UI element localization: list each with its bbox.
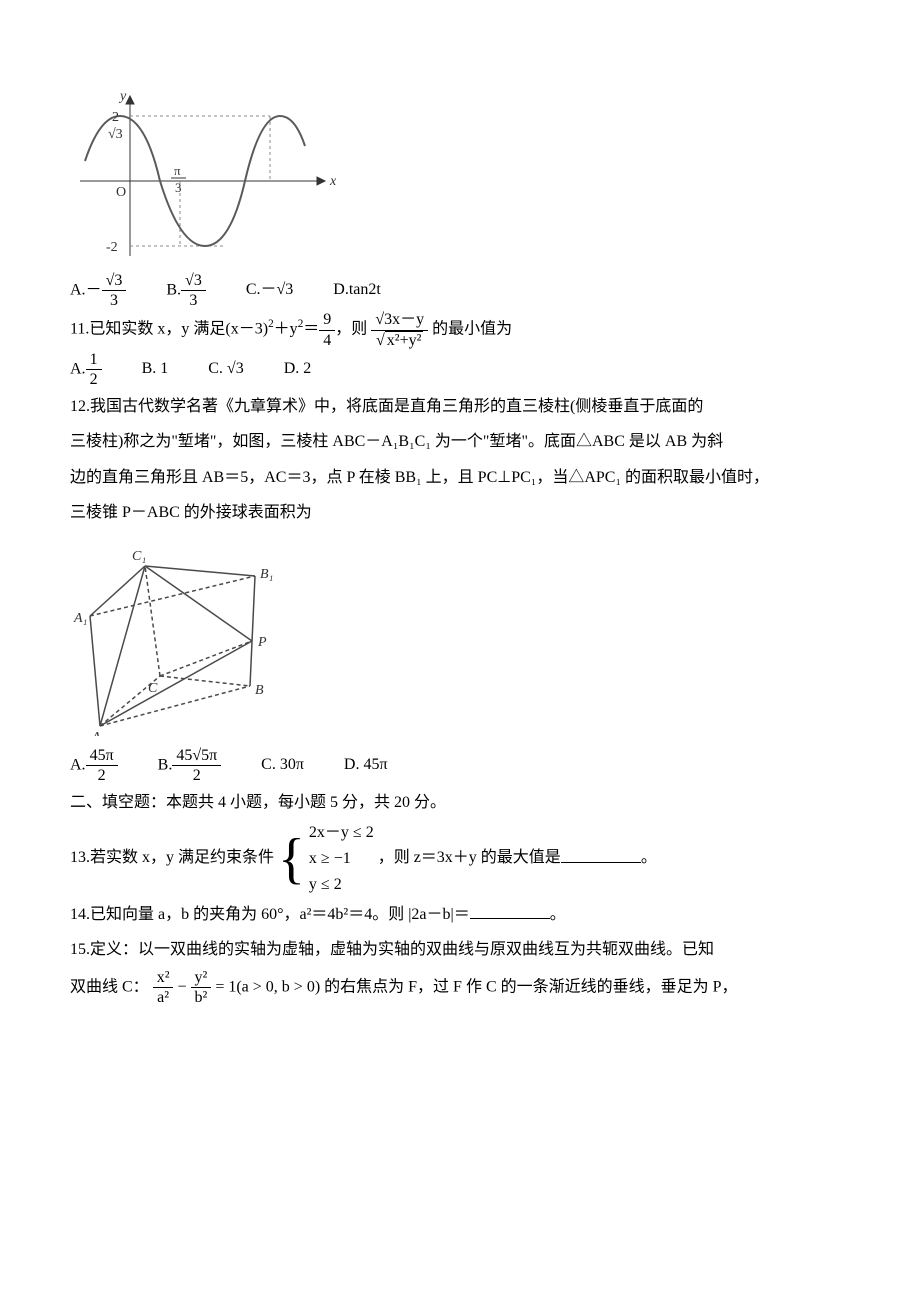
q12-optA-den: 2 [86, 766, 118, 785]
q11-mid1: ＋y [274, 321, 298, 338]
optB-label: B. [166, 281, 181, 298]
q14-t1: 14.已知向量 a，b 的夹角为 60°，a²＝4b²＝4。则 |2a－b|＝ [70, 906, 470, 923]
q10-optD: D.tan2t [333, 271, 381, 309]
lbl-C1: C₁ [132, 549, 146, 564]
q10-optC: C.－√3 [246, 271, 293, 309]
q11-expr-den-inner: x²+y² [385, 331, 424, 349]
origin-label: O [116, 185, 126, 200]
q12-l4: 三棱锥 P－ABC 的外接球表面积为 [70, 495, 850, 530]
q11-options: A.12 B. 1 C. √3 D. 2 [70, 350, 850, 389]
q10-optA-neg: － [86, 281, 102, 298]
q10-optC-text: －√3 [260, 281, 293, 298]
y-tick-sqrt3: √3 [108, 127, 123, 142]
q12-optA: A.45π2 [70, 746, 118, 785]
q12-figure: A B C A₁ B₁ C₁ P [70, 536, 850, 736]
q11-mid2: ＝ [303, 321, 319, 338]
q12-optB: B.45√5π2 [158, 746, 222, 785]
q11-expr-num: √3x－y [371, 310, 428, 330]
q10-optA-den: 3 [102, 291, 127, 310]
y-tick-neg2: -2 [106, 240, 118, 255]
q11-stem: 11.已知实数 x，y 满足(x－3)2＋y2＝94，则 √3x－y x²+y²… [70, 310, 850, 349]
lbl-B1: B₁ [260, 567, 273, 582]
q12-l1: 12.我国古代数学名著《九章算术》中，将底面是直角三角形的直三棱柱(侧棱垂直于底… [70, 389, 850, 424]
q13-pfx: 13.若实数 x，y 满足约束条件 [70, 850, 274, 867]
q12-options: A.45π2 B.45√5π2 C. 30π D. 45π [70, 746, 850, 785]
q15-l2b: 的右焦点为 F，过 F 作 C 的一条渐近线的垂线，垂足为 P， [320, 978, 737, 995]
optD-label: D. [333, 281, 349, 298]
lbl-P: P [257, 635, 267, 650]
q10-optB: B.√33 [166, 271, 205, 310]
q12-l2: 三棱柱)称之为"堑堵"，如图，三棱柱 ABC－A₁B₁C₁ 为一个"堑堵"。底面… [70, 424, 850, 459]
q12-optA-label: A. [70, 756, 86, 773]
sine-graph: x y O 2 √3 -2 π 3 [70, 86, 340, 261]
q13-sfx2: 。 [641, 850, 657, 867]
q12-optB-num: 45√5π [172, 746, 221, 766]
section2-heading: 二、填空题：本题共 4 小题，每小题 5 分，共 20 分。 [70, 785, 850, 820]
prism-diagram: A B C A₁ B₁ C₁ P [70, 536, 290, 736]
q11-optA-label: A. [70, 360, 86, 377]
q14-stem: 14.已知向量 a，b 的夹角为 60°，a²＝4b²＝4。则 |2a－b|＝ 。 [70, 897, 850, 932]
q11-optD: D. 2 [284, 350, 312, 388]
q12-optB-label: B. [158, 756, 173, 773]
q15-eq: = 1(a > 0, b > 0) [215, 978, 320, 995]
q15-l1: 15.定义：以一双曲线的实轴为虚轴，虚轴为实轴的双曲线与原双曲线互为共轭双曲线。… [70, 932, 850, 967]
x-axis-label: x [329, 174, 337, 189]
left-brace-icon: { [278, 831, 305, 887]
optA-label: A. [70, 281, 86, 298]
q13-sfx1: ，则 z＝3x＋y 的最大值是 [378, 850, 561, 867]
lbl-A: A [91, 730, 101, 736]
lbl-B: B [255, 683, 264, 698]
q11-optB: B. 1 [142, 350, 169, 388]
q11-mid3: ，则 [335, 321, 367, 338]
y-axis-label: y [118, 89, 127, 104]
q10-optA-num: √3 [102, 271, 127, 291]
q15-t2n: y² [191, 968, 212, 988]
q11-optA-den: 2 [86, 370, 102, 389]
q15-l2: 双曲线 C： x²a² − y²b² = 1(a > 0, b > 0) 的右焦… [70, 968, 850, 1007]
q12-optB-den: 2 [172, 766, 221, 785]
blank-fill [561, 847, 641, 863]
q11-optA: A.12 [70, 350, 102, 389]
q11-pfx: 11.已知实数 x，y 满足(x－3) [70, 321, 268, 338]
q12-l3: 边的直角三角形且 AB＝5，AC＝3，点 P 在棱 BB₁ 上，且 PC⊥PC₁… [70, 460, 850, 495]
x-tick-pi3-den: 3 [175, 180, 182, 195]
q10-options: A.－√33 B.√33 C.－√3 D.tan2t [70, 271, 850, 310]
q11-sfx: 的最小值为 [432, 321, 512, 338]
q11-rhs-num: 9 [319, 310, 335, 330]
q12-optA-num: 45π [86, 746, 118, 766]
optC-label: C. [246, 281, 261, 298]
x-tick-pi3-num: π [174, 163, 181, 178]
q10-optD-text: tan2t [349, 281, 381, 298]
q15-t1n: x² [153, 968, 174, 988]
q11-optC: C. √3 [208, 350, 243, 388]
q15-t1d: a² [153, 988, 174, 1007]
q13-sys-l3: y ≤ 2 [309, 872, 374, 898]
q11-expr-den: x²+y² [371, 331, 428, 350]
blank-fill [470, 903, 550, 919]
q11-expr: √3x－y x²+y² [371, 310, 428, 349]
q15-t2d: b² [191, 988, 212, 1007]
q10-figure: x y O 2 √3 -2 π 3 [70, 86, 850, 261]
lbl-C: C [148, 681, 158, 696]
q10-optB-den: 3 [181, 291, 206, 310]
q15-l2a: 双曲线 C： [70, 978, 149, 995]
q12-optC: C. 30π [261, 746, 304, 784]
lbl-A1: A₁ [73, 611, 87, 626]
q13-stem: 13.若实数 x，y 满足约束条件 { 2x－y ≤ 2 x ≥ −1 y ≤ … [70, 820, 850, 897]
q10-optB-num: √3 [181, 271, 206, 291]
q12-optD: D. 45π [344, 746, 388, 784]
q15-minus: − [177, 978, 186, 995]
q13-sys-l1: 2x－y ≤ 2 [309, 820, 374, 846]
q13-sys-l2: x ≥ −1 [309, 846, 374, 872]
y-tick-2: 2 [112, 110, 119, 125]
q13-system: { 2x－y ≤ 2 x ≥ −1 y ≤ 2 [278, 820, 374, 897]
q11-rhs-den: 4 [319, 331, 335, 350]
q11-optA-num: 1 [86, 350, 102, 370]
q10-optA: A.－√33 [70, 271, 126, 310]
q14-t2: 。 [550, 906, 566, 923]
